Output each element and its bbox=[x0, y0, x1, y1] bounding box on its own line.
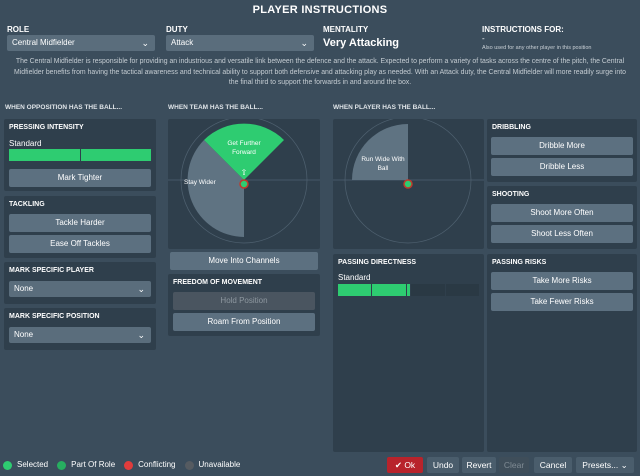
player-pitch-graphic bbox=[333, 119, 484, 244]
shooting-title: SHOOTING bbox=[492, 191, 530, 198]
take-fewer-risks-button[interactable]: Take Fewer Risks bbox=[491, 293, 633, 311]
section-opposition: WHEN OPPOSITION HAS THE BALL... bbox=[5, 104, 123, 111]
tackling-panel: TACKLING Tackle Harder Ease Off Tackles bbox=[4, 196, 156, 258]
passing-risks-title: PASSING RISKS bbox=[492, 259, 547, 266]
shoot-less-often-button[interactable]: Shoot Less Often bbox=[491, 225, 633, 243]
instructions-for-note: Also used for any other player in this p… bbox=[482, 45, 592, 51]
role-value: Central Midfielder bbox=[12, 38, 75, 47]
mentality-value: Very Attacking bbox=[323, 37, 400, 49]
section-team: WHEN TEAM HAS THE BALL... bbox=[168, 104, 263, 111]
team-pitch: ⇧ Get Further Forward Stay Wider bbox=[168, 119, 320, 249]
passing-directness-level-label: Standard bbox=[338, 273, 371, 282]
duty-label: DUTY bbox=[166, 25, 188, 34]
chevron-down-icon: ⌄ bbox=[137, 284, 145, 294]
section-player: WHEN PLAYER HAS THE BALL... bbox=[333, 104, 436, 111]
ok-label: Ok bbox=[404, 460, 416, 470]
bar-segment bbox=[406, 284, 411, 296]
team-pitch-graphic: ⇧ bbox=[168, 119, 320, 244]
run-wide-zone bbox=[352, 124, 408, 180]
duty-value: Attack bbox=[171, 38, 194, 47]
shooting-panel: SHOOTING Shoot More Often Shoot Less Oft… bbox=[487, 186, 637, 249]
bar-segment bbox=[372, 284, 406, 296]
dribble-more-button[interactable]: Dribble More bbox=[491, 137, 633, 155]
passing-directness-panel: PASSING DIRECTNESS Standard bbox=[333, 254, 484, 452]
bar-segment bbox=[338, 284, 372, 296]
shoot-more-often-button[interactable]: Shoot More Often bbox=[491, 204, 633, 222]
pressing-bar[interactable] bbox=[9, 149, 151, 161]
chevron-down-icon: ⌄ bbox=[137, 330, 145, 340]
move-into-channels-button[interactable]: Move Into Channels bbox=[170, 252, 318, 270]
freedom-panel: FREEDOM OF MOVEMENT Hold Position Roam F… bbox=[168, 274, 320, 336]
legend: Selected Part Of Role Conflicting Unavai… bbox=[3, 458, 240, 472]
mark-tighter-button[interactable]: Mark Tighter bbox=[9, 169, 151, 187]
get-further-forward-zone bbox=[204, 123, 284, 180]
get-further-forward-label[interactable]: Get Further Forward bbox=[227, 140, 261, 156]
mentality-label: MENTALITY bbox=[323, 25, 369, 34]
pressing-panel: PRESSING INTENSITY Standard Mark Tighter bbox=[4, 119, 156, 191]
role-dropdown[interactable]: Central Midfielder ⌄ bbox=[7, 35, 155, 51]
legend-unavailable: Unavailable bbox=[198, 460, 241, 469]
cancel-button[interactable]: Cancel bbox=[534, 457, 572, 473]
mark-position-panel: MARK SPECIFIC POSITION None ⌄ bbox=[4, 308, 156, 350]
dribbling-panel: DRIBBLING Dribble More Dribble Less bbox=[487, 119, 637, 182]
player-pitch: Run Wide With Ball bbox=[333, 119, 484, 249]
dribble-less-button[interactable]: Dribble Less bbox=[491, 158, 633, 176]
roam-from-position-button[interactable]: Roam From Position bbox=[173, 313, 315, 331]
stay-wider-label[interactable]: Stay Wider bbox=[184, 179, 216, 186]
revert-button[interactable]: Revert bbox=[462, 457, 496, 473]
unavailable-dot-icon bbox=[184, 460, 194, 470]
legend-conflicting: Conflicting bbox=[138, 460, 176, 469]
bar-segment bbox=[9, 149, 80, 161]
tackle-harder-button[interactable]: Tackle Harder bbox=[9, 214, 151, 232]
instructions-for-value: - bbox=[482, 34, 485, 43]
mark-player-value: None bbox=[14, 284, 34, 293]
check-icon: ✔ bbox=[394, 460, 402, 470]
presets-label: Presets... bbox=[582, 460, 619, 470]
page-title: PLAYER INSTRUCTIONS bbox=[252, 4, 388, 16]
undo-button[interactable]: Undo bbox=[427, 457, 459, 473]
ease-off-tackles-button[interactable]: Ease Off Tackles bbox=[9, 235, 151, 253]
mark-player-title: MARK SPECIFIC PLAYER bbox=[9, 267, 94, 274]
chevron-down-icon: ⌄ bbox=[300, 38, 308, 48]
mark-position-dropdown[interactable]: None ⌄ bbox=[9, 327, 151, 343]
bar-segment bbox=[445, 284, 480, 296]
arrow-up-icon: ⇧ bbox=[241, 168, 248, 177]
bar-segment bbox=[411, 284, 445, 296]
presets-button[interactable]: Presets... ⌄ bbox=[576, 457, 634, 473]
selected-dot-icon bbox=[3, 460, 12, 470]
mark-position-title: MARK SPECIFIC POSITION bbox=[9, 313, 100, 320]
freedom-title: FREEDOM OF MOVEMENT bbox=[173, 279, 263, 286]
tackling-title: TACKLING bbox=[9, 201, 45, 208]
chevron-down-icon: ⌄ bbox=[141, 38, 149, 48]
take-more-risks-button[interactable]: Take More Risks bbox=[491, 272, 633, 290]
stay-wider-zone bbox=[187, 140, 244, 237]
hold-position-button[interactable]: Hold Position bbox=[173, 292, 315, 310]
role-label: ROLE bbox=[7, 25, 30, 34]
legend-selected: Selected bbox=[17, 460, 49, 469]
dribbling-title: DRIBBLING bbox=[492, 124, 531, 131]
role-description: The Central Midfielder is responsible fo… bbox=[14, 58, 626, 86]
passing-directness-bar[interactable] bbox=[338, 284, 480, 296]
run-wide-label[interactable]: Run Wide With Ball bbox=[361, 156, 405, 172]
passing-directness-title: PASSING DIRECTNESS bbox=[338, 259, 417, 266]
clear-button[interactable]: Clear bbox=[499, 457, 529, 473]
part-of-role-dot-icon bbox=[57, 460, 67, 470]
ok-button[interactable]: ✔ Ok bbox=[387, 457, 423, 473]
chevron-down-icon: ⌄ bbox=[620, 460, 628, 470]
pressing-title: PRESSING INTENSITY bbox=[9, 124, 84, 131]
mark-player-panel: MARK SPECIFIC PLAYER None ⌄ bbox=[4, 262, 156, 304]
pressing-level-label: Standard bbox=[9, 139, 42, 148]
conflicting-dot-icon bbox=[124, 460, 134, 470]
mark-player-dropdown[interactable]: None ⌄ bbox=[9, 281, 151, 297]
instructions-for-label: INSTRUCTIONS FOR: bbox=[482, 25, 564, 34]
mark-position-value: None bbox=[14, 330, 34, 339]
player-marker bbox=[403, 179, 413, 189]
bar-segment bbox=[80, 149, 151, 161]
passing-risks-panel: PASSING RISKS Take More Risks Take Fewer… bbox=[487, 254, 637, 452]
legend-part-of-role: Part Of Role bbox=[71, 460, 116, 469]
player-marker bbox=[239, 179, 249, 189]
duty-dropdown[interactable]: Attack ⌄ bbox=[166, 35, 314, 51]
